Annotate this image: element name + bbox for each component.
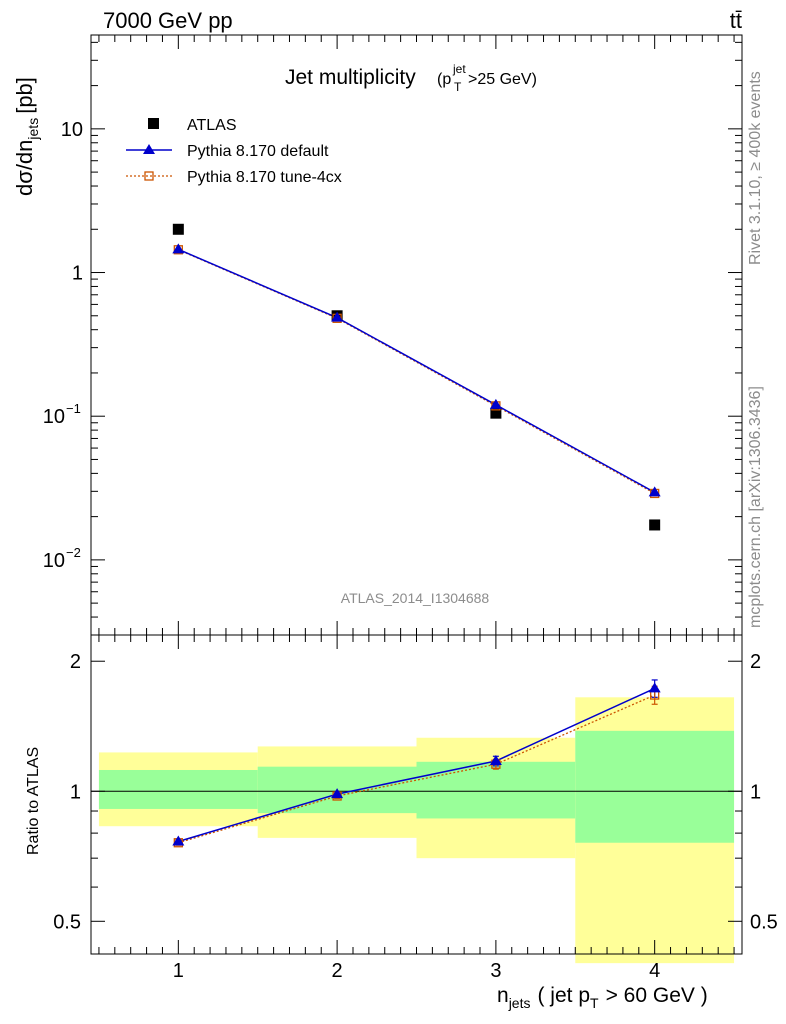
energy-label: 7000 GeV pp [103, 8, 233, 33]
plot-title-suffix: (p [437, 71, 451, 88]
plot-title: Jet multiplicity [285, 66, 416, 89]
ratio-point-default [172, 835, 185, 846]
title-suffix-tail: >25 GeV) [468, 71, 537, 88]
series-line-default [178, 248, 656, 494]
xlabel: njets( jet pT > 60 GeV ) [497, 984, 708, 1011]
ratio-ytick-label-right: 1 [750, 781, 761, 803]
default-data-point [172, 243, 185, 254]
ratio-band-green [416, 761, 576, 819]
legend: ATLAS Pythia 8.170 default Pythia 8.170 … [126, 117, 342, 186]
main-ytick-label: 10 [43, 550, 65, 572]
atlas-data-point [649, 519, 661, 531]
xtick-label: 2 [332, 960, 343, 982]
default-data-point [489, 398, 502, 409]
svg-text:dσ/dnjets[pb]: dσ/dnjets[pb] [12, 77, 41, 196]
series-line-tune [178, 249, 655, 495]
ratio-point-default [331, 788, 344, 799]
mcplots-label: mcplots.cern.ch [arXiv:1306.3436] [747, 386, 764, 628]
xtick-label: 3 [490, 960, 501, 982]
title-superscript: jet [452, 62, 466, 76]
main-ytick-label: 1 [72, 263, 83, 285]
legend-label-default: Pythia 8.170 default [187, 143, 329, 160]
atlas-data-point [172, 223, 184, 235]
ratio-point-default [648, 682, 661, 693]
legend-marker-atlas [148, 118, 159, 129]
ratio-ytick-label: 1 [70, 781, 81, 803]
ratio-axes: 0.5 0.5 1 1 2 2 1 2 3 4 [53, 635, 778, 982]
main-ytick-label: 10 [43, 406, 65, 428]
legend-label-atlas: ATLAS [187, 117, 237, 134]
ratio-data [172, 679, 661, 848]
default-data-point [648, 486, 661, 497]
rivet-label: Rivet 3.1.10, ≥ 400k events [747, 71, 764, 265]
ratio-line-default [178, 687, 655, 843]
main-ylabel: dσ/dnjets[pb] [12, 77, 41, 196]
ratio-ytick-label: 0.5 [53, 911, 81, 933]
ratio-point-default [489, 755, 502, 766]
atlas-data-point [490, 407, 502, 419]
ratio-plot-frame [90, 634, 743, 955]
ratio-band-green [98, 769, 258, 809]
legend-label-tune: Pythia 8.170 tune-4cx [187, 169, 342, 186]
main-ytick-exponent: −1 [66, 401, 81, 416]
analysis-watermark: ATLAS_2014_I1304688 [341, 590, 490, 606]
legend-marker-tune [144, 171, 154, 181]
process-label: tt̄ [730, 8, 742, 33]
default-data-point [331, 311, 344, 322]
ratio-ytick-label: 2 [70, 651, 81, 673]
ratio-ylabel: Ratio to ATLAS [25, 747, 42, 855]
legend-marker-default [143, 144, 155, 154]
ratio-band-green [575, 730, 735, 843]
main-data [172, 223, 661, 531]
ratio-ytick-label-right: 0.5 [750, 911, 778, 933]
xtick-label: 1 [173, 960, 184, 982]
title-subscript: T [454, 80, 462, 94]
main-ytick-label: 10 [61, 119, 83, 141]
xtick-label: 4 [649, 960, 660, 982]
ratio-ytick-label-right: 2 [750, 651, 761, 673]
ratio-bands [98, 697, 735, 964]
main-ytick-exponent: −2 [66, 545, 81, 560]
